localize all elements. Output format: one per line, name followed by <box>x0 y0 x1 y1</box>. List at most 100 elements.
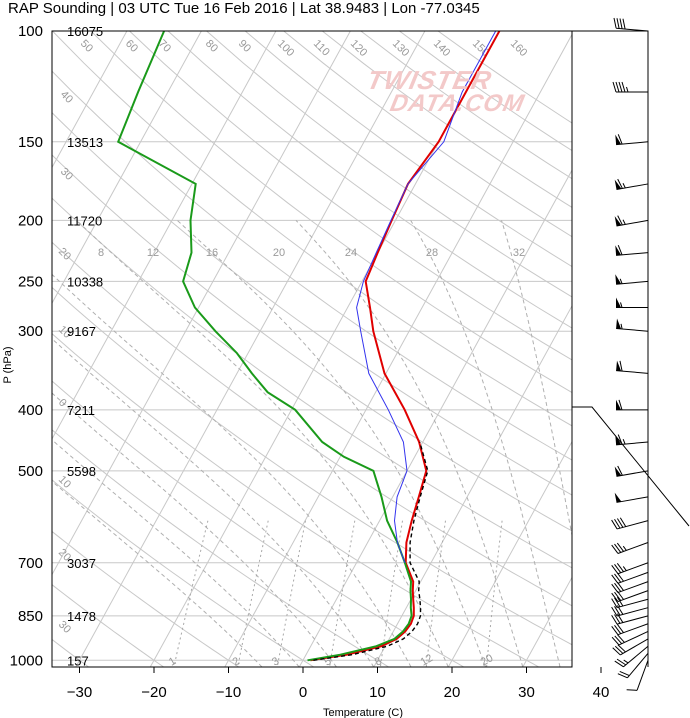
dry-adiabat <box>90 31 572 394</box>
wind-barb <box>616 399 648 411</box>
isotherm <box>52 31 202 305</box>
isotherm <box>447 440 572 667</box>
height-label: 11720 <box>67 213 102 228</box>
barb-pennant <box>615 434 622 445</box>
upper-label: 24 <box>345 247 357 259</box>
wind-barb <box>617 653 649 679</box>
barb-shaft <box>617 562 649 575</box>
isotherm-label: 20 <box>622 455 639 472</box>
isotherm-label: 0 <box>572 351 585 364</box>
barb-flag <box>611 519 618 530</box>
wind-barb <box>611 596 649 609</box>
x-tick-label: 0 <box>299 684 307 701</box>
dry-adiabat <box>52 479 314 667</box>
barb-flag <box>621 81 626 93</box>
barb-flag <box>616 18 620 29</box>
barb-flag <box>611 565 619 575</box>
barb-half-flag <box>626 86 629 93</box>
barb-pennant <box>616 297 621 308</box>
dry-adiabat <box>283 31 572 238</box>
wind-barb <box>614 178 649 190</box>
barb-pennant <box>614 466 622 477</box>
dewpoint-line <box>116 31 413 662</box>
isotherm <box>75 31 426 667</box>
y-tick-label: 850 <box>18 608 43 625</box>
barb-flag <box>616 542 624 552</box>
y-tick-label: 250 <box>18 273 43 290</box>
isotherm-label: 20 <box>572 177 589 194</box>
mixing-ratio-label: 5 <box>322 655 333 668</box>
barb-flag <box>614 625 622 634</box>
barb-flag <box>614 573 622 583</box>
barb-flag <box>616 572 624 582</box>
barb-shaft <box>616 520 649 530</box>
barb-pennant <box>615 245 622 256</box>
barb-shaft <box>616 607 649 617</box>
barb-flag <box>618 399 623 410</box>
moist-adiabat <box>52 392 337 667</box>
dry-adiabat <box>167 31 572 329</box>
barb-flag <box>617 644 626 653</box>
barb-flag <box>614 582 622 592</box>
barb-flag <box>626 689 638 691</box>
mixing-ratio-line <box>379 520 403 667</box>
barb-flag <box>617 673 628 679</box>
upper-label: 12 <box>147 247 159 259</box>
barb-pennant <box>616 360 622 371</box>
wind-barb <box>616 318 649 332</box>
barb-pennant <box>614 492 622 503</box>
mixing-ratio-line <box>425 520 446 667</box>
mixing-ratio-line <box>237 520 269 667</box>
barb-flag <box>616 518 624 528</box>
adiabat-label: 120 <box>348 38 369 59</box>
height-label: 3037 <box>67 556 96 571</box>
barb-shaft <box>623 645 649 668</box>
upper-label: 32 <box>513 247 525 259</box>
barb-pennant <box>616 318 622 329</box>
mixing-ratio-line <box>329 520 356 667</box>
moist-adiabat <box>410 220 561 667</box>
barb-half-flag <box>622 439 626 445</box>
barb-shaft <box>617 623 649 636</box>
barb-half-flag <box>620 302 623 308</box>
barb-shaft <box>616 183 649 190</box>
height-label: 5598 <box>67 464 96 479</box>
x-tick-label: 20 <box>444 684 461 701</box>
barb-pennant <box>614 216 622 226</box>
height-label: 10338 <box>67 274 103 289</box>
barb-flag <box>614 645 624 654</box>
barb-flag <box>616 596 624 607</box>
upper-label: 28 <box>426 247 438 259</box>
mixing-ratio-line <box>173 520 209 667</box>
barb-shaft <box>616 27 649 32</box>
barb-flag <box>614 597 621 608</box>
barb-flag <box>613 17 617 29</box>
dry-adiabat <box>52 111 572 496</box>
barb-flag <box>611 598 618 608</box>
mixing-ratio-label: 1 <box>167 655 178 668</box>
plot-frame <box>51 30 573 668</box>
wind-barb <box>615 274 649 285</box>
barb-shaft <box>617 581 649 594</box>
wind-barb <box>614 645 649 668</box>
mixing-ratio-line <box>276 520 306 667</box>
wind-profile <box>571 17 690 691</box>
moist-adiabat <box>52 439 300 667</box>
barb-shaft <box>616 470 649 477</box>
mixing-ratio-label: 3 <box>270 655 281 668</box>
barb-pennant <box>616 399 621 410</box>
barb-half-flag <box>622 219 626 225</box>
x-tick-label: −10 <box>216 684 241 701</box>
moist-adiabat <box>295 220 524 667</box>
dry-adiabat <box>52 154 572 532</box>
dry-adiabat <box>129 31 572 361</box>
adiabat-label: 100 <box>275 38 296 59</box>
height-label: 157 <box>67 653 89 668</box>
moist-adiabat <box>501 220 572 538</box>
barb-half-flag <box>622 183 626 189</box>
mixing-ratio-line <box>486 520 503 667</box>
barb-flag <box>614 591 622 601</box>
barb-flag <box>611 614 618 625</box>
barb-shaft <box>616 219 649 227</box>
